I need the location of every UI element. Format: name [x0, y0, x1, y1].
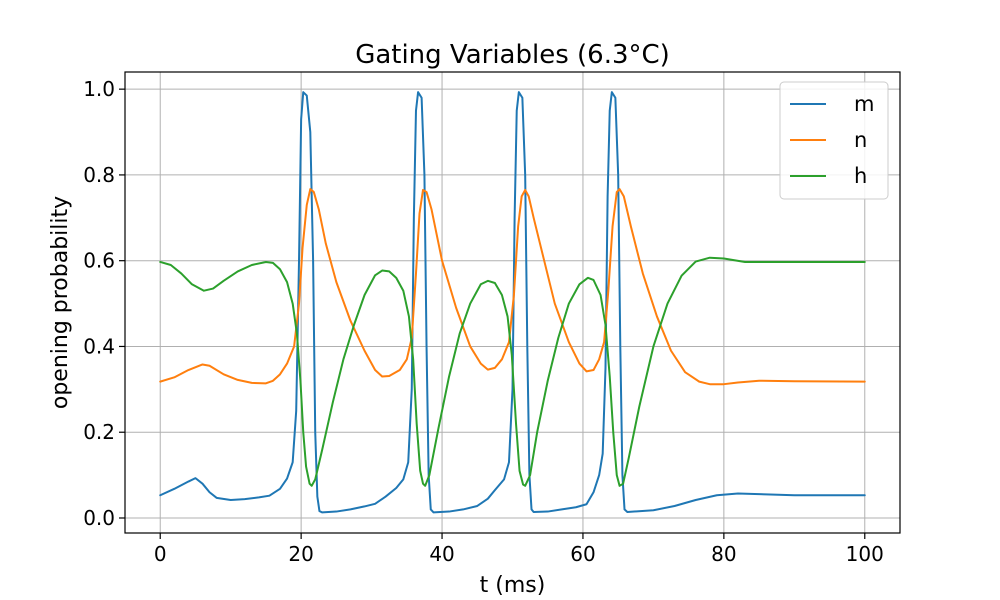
- x-tick-label: 80: [711, 542, 736, 566]
- y-tick-label: 0.2: [83, 420, 115, 444]
- legend-label-h: h: [854, 164, 867, 188]
- series-layer: [159, 91, 866, 514]
- plot-frame: [124, 71, 901, 534]
- series-line-h: [159, 256, 866, 487]
- x-axis-label: t (ms): [480, 573, 546, 598]
- x-tick-label: 0: [154, 542, 167, 566]
- y-tick-label: 0.4: [83, 334, 115, 358]
- y-tick-label: 0.8: [83, 163, 115, 187]
- y-tick-label: 1.0: [83, 77, 115, 101]
- x-tick-label: 60: [570, 542, 595, 566]
- x-tick-label: 40: [429, 542, 454, 566]
- series-line-m: [159, 91, 866, 514]
- x-axis-ticks: 0 20 40 60 80 100: [154, 533, 884, 566]
- y-axis-ticks: 0.0 0.2 0.4 0.6 0.8 1.0: [83, 77, 125, 530]
- legend-label-n: n: [854, 128, 867, 152]
- legend-box: [779, 81, 889, 200]
- y-tick-label: 0.6: [83, 249, 115, 273]
- y-tick-label: 0.0: [83, 506, 115, 530]
- series-line-n: [159, 188, 866, 386]
- chart-title: Gating Variables (6.3°C): [355, 40, 670, 70]
- x-tick-label: 100: [846, 542, 884, 566]
- x-tick-label: 20: [288, 542, 313, 566]
- y-axis-label: opening probability: [48, 196, 73, 409]
- legend: mnh: [779, 81, 889, 200]
- legend-label-m: m: [854, 92, 874, 116]
